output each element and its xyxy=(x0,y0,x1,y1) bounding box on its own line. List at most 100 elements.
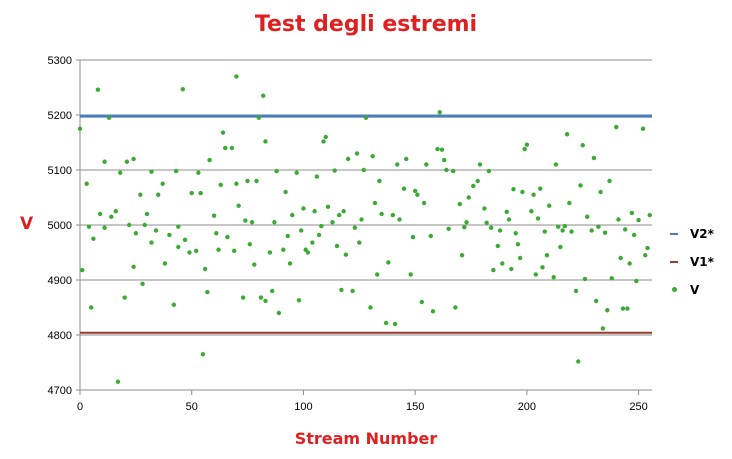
data-point xyxy=(131,264,136,269)
data-point xyxy=(202,266,208,272)
data-point xyxy=(589,228,594,233)
y-tick-label: 4800 xyxy=(48,330,72,342)
axis-layer: 4700 4800 4900 5000 5100 5200 5300 0 50 100 150 200… xyxy=(48,55,652,413)
data-point xyxy=(198,190,203,196)
data-point xyxy=(540,265,545,270)
data-point xyxy=(214,231,219,236)
data-point xyxy=(312,209,317,214)
data-point xyxy=(252,262,257,267)
data-point xyxy=(359,217,364,222)
data-point xyxy=(341,209,346,214)
data-point xyxy=(596,224,601,229)
data-point xyxy=(424,162,429,167)
data-point xyxy=(361,167,366,173)
legend-dot-v-icon xyxy=(668,285,682,295)
data-point xyxy=(287,261,293,266)
data-point xyxy=(193,248,199,254)
data-point xyxy=(622,227,628,232)
data-point xyxy=(196,170,201,175)
x-tick-label: 100 xyxy=(294,401,312,413)
data-point xyxy=(636,217,641,223)
data-point xyxy=(243,218,248,223)
data-point xyxy=(225,234,230,240)
data-point xyxy=(332,168,337,173)
data-point xyxy=(357,240,362,245)
data-point xyxy=(211,213,217,218)
data-point xyxy=(435,146,440,152)
data-point xyxy=(153,228,159,233)
data-point xyxy=(377,178,382,184)
data-point xyxy=(263,139,268,144)
data-point xyxy=(397,217,402,222)
data-point xyxy=(234,74,239,79)
data-point xyxy=(301,206,306,211)
data-point xyxy=(551,275,556,280)
data-point xyxy=(218,182,223,188)
data-point xyxy=(488,225,494,230)
data-point xyxy=(245,178,250,184)
y-tick-label: 5100 xyxy=(48,165,72,177)
data-point xyxy=(330,220,335,225)
data-point xyxy=(509,266,514,272)
x-tick-label: 50 xyxy=(186,401,198,413)
data-point xyxy=(354,151,360,156)
data-point xyxy=(142,222,147,228)
data-point xyxy=(247,242,253,247)
data-point xyxy=(553,162,559,167)
data-point xyxy=(497,228,503,233)
data-point xyxy=(379,211,384,217)
data-point xyxy=(124,159,130,164)
data-point xyxy=(173,168,179,174)
data-point xyxy=(88,305,94,310)
legend-line-v2-icon xyxy=(668,229,682,239)
data-point xyxy=(625,306,630,311)
y-tick-label: 4900 xyxy=(48,275,72,287)
data-point xyxy=(131,156,136,162)
legend-item-v: V xyxy=(668,276,714,304)
data-point xyxy=(122,295,127,300)
data-point xyxy=(564,132,570,137)
data-point xyxy=(336,212,342,218)
data-point xyxy=(618,255,623,261)
data-point xyxy=(269,288,275,294)
data-point xyxy=(600,326,606,331)
data-point xyxy=(321,139,326,144)
data-point xyxy=(620,306,626,311)
data-point xyxy=(511,187,516,192)
data-point xyxy=(412,188,418,194)
data-point xyxy=(558,244,563,250)
data-point xyxy=(459,253,465,258)
data-point xyxy=(176,244,181,250)
data-point xyxy=(160,181,165,186)
data-point xyxy=(513,231,518,236)
data-point xyxy=(392,321,398,327)
y-axis-label: V xyxy=(20,214,34,234)
data-point xyxy=(296,298,302,303)
data-point xyxy=(515,242,521,247)
data-point xyxy=(256,115,261,120)
data-point xyxy=(567,200,572,206)
data-point xyxy=(609,276,614,281)
data-point xyxy=(582,276,588,282)
data-point xyxy=(598,189,603,195)
y-tick-label: 5200 xyxy=(48,110,72,122)
data-point xyxy=(482,206,487,211)
data-point xyxy=(374,272,380,277)
data-point xyxy=(274,168,279,174)
data-point xyxy=(531,192,536,197)
data-point xyxy=(580,143,585,148)
legend-label-v: V xyxy=(690,283,700,297)
data-point xyxy=(486,168,492,174)
data-point xyxy=(370,154,375,159)
legend-item-v1: V1* xyxy=(668,248,714,276)
data-point xyxy=(345,156,351,162)
data-point xyxy=(343,252,349,257)
data-point xyxy=(182,237,188,243)
data-point xyxy=(339,287,344,293)
data-point xyxy=(281,247,286,252)
data-point xyxy=(614,124,619,130)
data-point xyxy=(126,222,132,228)
data-point xyxy=(640,126,646,131)
data-point xyxy=(504,209,509,214)
